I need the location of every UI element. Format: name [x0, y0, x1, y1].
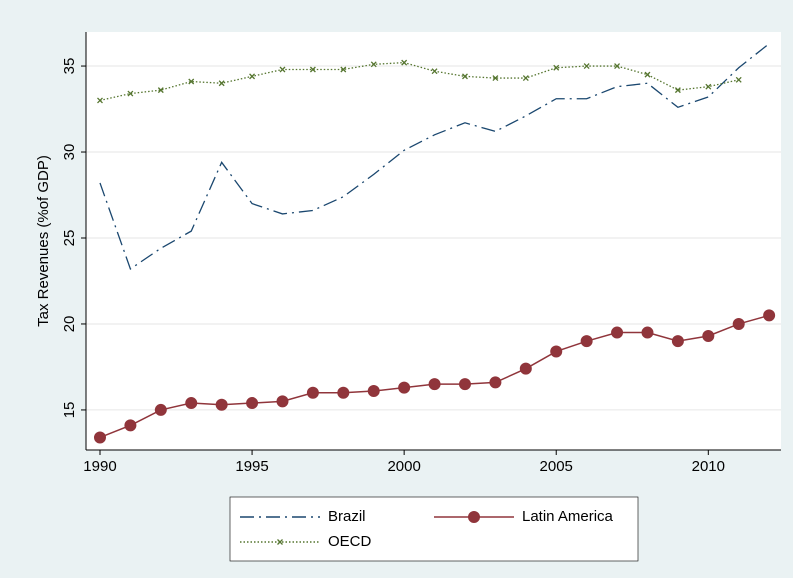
point [97, 97, 103, 104]
point [185, 397, 198, 410]
legend-label: Brazil [328, 508, 366, 525]
point [489, 376, 502, 389]
y-tick-label: 20 [61, 316, 78, 333]
point [428, 378, 441, 391]
point [306, 386, 319, 399]
y-tick-label: 15 [61, 402, 78, 419]
point [309, 66, 316, 73]
point [735, 76, 742, 83]
legend-marker [277, 539, 283, 545]
point [732, 317, 745, 330]
point [124, 419, 137, 432]
point [127, 90, 134, 97]
point [154, 403, 167, 416]
legend [229, 496, 639, 562]
point [370, 61, 377, 68]
point [340, 66, 347, 73]
point [215, 398, 228, 411]
point [218, 80, 225, 87]
point [458, 378, 471, 391]
point [401, 59, 408, 66]
legend-label: OECD [328, 533, 372, 550]
point [702, 330, 715, 342]
y-tick-label: 25 [61, 230, 78, 247]
point [519, 362, 532, 375]
point [398, 381, 411, 394]
x-tick-label: 2010 [692, 458, 725, 475]
point [644, 71, 651, 78]
x-tick-label: 1990 [83, 458, 116, 475]
point [641, 326, 654, 339]
y-tick-label: 30 [61, 144, 78, 161]
point [249, 73, 256, 80]
point [611, 326, 624, 339]
point [157, 87, 164, 94]
y-axis-label: Tax Revenues (%of GDP) [35, 155, 52, 327]
point [553, 64, 560, 71]
point [462, 73, 468, 80]
point [674, 87, 681, 94]
point [246, 397, 259, 410]
point [279, 66, 286, 73]
point [763, 309, 776, 322]
point [431, 68, 438, 75]
point [188, 78, 195, 85]
y-tick-label: 35 [61, 58, 78, 75]
point [367, 385, 380, 398]
x-tick-label: 2005 [540, 458, 573, 475]
point [522, 75, 529, 82]
series-line [99, 43, 770, 270]
point [337, 386, 350, 399]
point [671, 335, 684, 348]
point [93, 431, 106, 444]
point [705, 83, 712, 90]
x-tick-label: 2000 [387, 458, 420, 475]
x-tick-label: 1995 [235, 458, 268, 475]
series-line [99, 61, 739, 102]
point [614, 63, 621, 70]
point [583, 63, 590, 70]
point [550, 345, 563, 358]
point [276, 395, 289, 408]
legend-label: Latin America [522, 508, 614, 525]
point [580, 335, 593, 348]
legend-marker [468, 511, 480, 523]
point [492, 75, 499, 82]
